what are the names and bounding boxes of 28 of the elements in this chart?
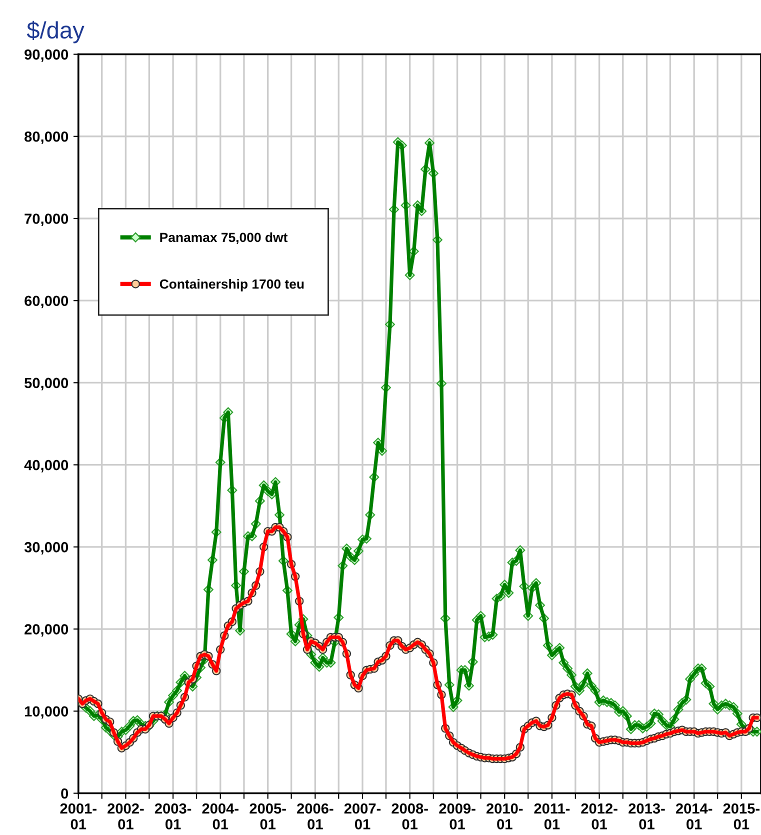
y-tick-label: 70,000 [24, 214, 68, 226]
x-tick-label: 2014- 01 [676, 803, 712, 830]
x-tick-label: 2003- 01 [154, 803, 192, 830]
x-tick-label: 2015- 01 [723, 803, 760, 830]
chart-title: $/day [26, 20, 84, 44]
y-tick-label: 90,000 [24, 49, 68, 62]
x-tick-label: 2002- 01 [108, 803, 144, 830]
y-tick-label: 60,000 [24, 296, 68, 308]
y-tick-label: 50,000 [24, 378, 68, 390]
y-tick-label: 20,000 [24, 624, 68, 637]
legend-label: Panamax 75,000 dwt [160, 232, 288, 244]
x-tick-label: 2001- 01 [60, 803, 96, 830]
legend-label: Containership 1700 teu [160, 279, 304, 292]
x-tick-label: 2010- 01 [486, 803, 523, 830]
x-tick-label: 2005- 01 [250, 803, 286, 830]
x-tick-label: 2012- 01 [581, 803, 618, 830]
x-tick-label: 2008- 01 [392, 803, 428, 830]
x-tick-label: 2011- 01 [534, 803, 570, 830]
y-tick-label: 40,000 [24, 460, 68, 472]
x-tick-label: 2004- 01 [202, 803, 238, 830]
y-tick-label: 80,000 [24, 131, 68, 144]
y-tick-label: 30,000 [24, 542, 68, 554]
x-tick-label: 2007- 01 [344, 803, 381, 830]
y-tick-label: 0 [61, 788, 68, 799]
y-tick-label: 10,000 [24, 706, 68, 719]
x-tick-label: 2009- 01 [439, 803, 476, 830]
x-tick-label: 2006- 01 [297, 803, 334, 830]
x-tick-label: 2013- 01 [628, 803, 665, 830]
